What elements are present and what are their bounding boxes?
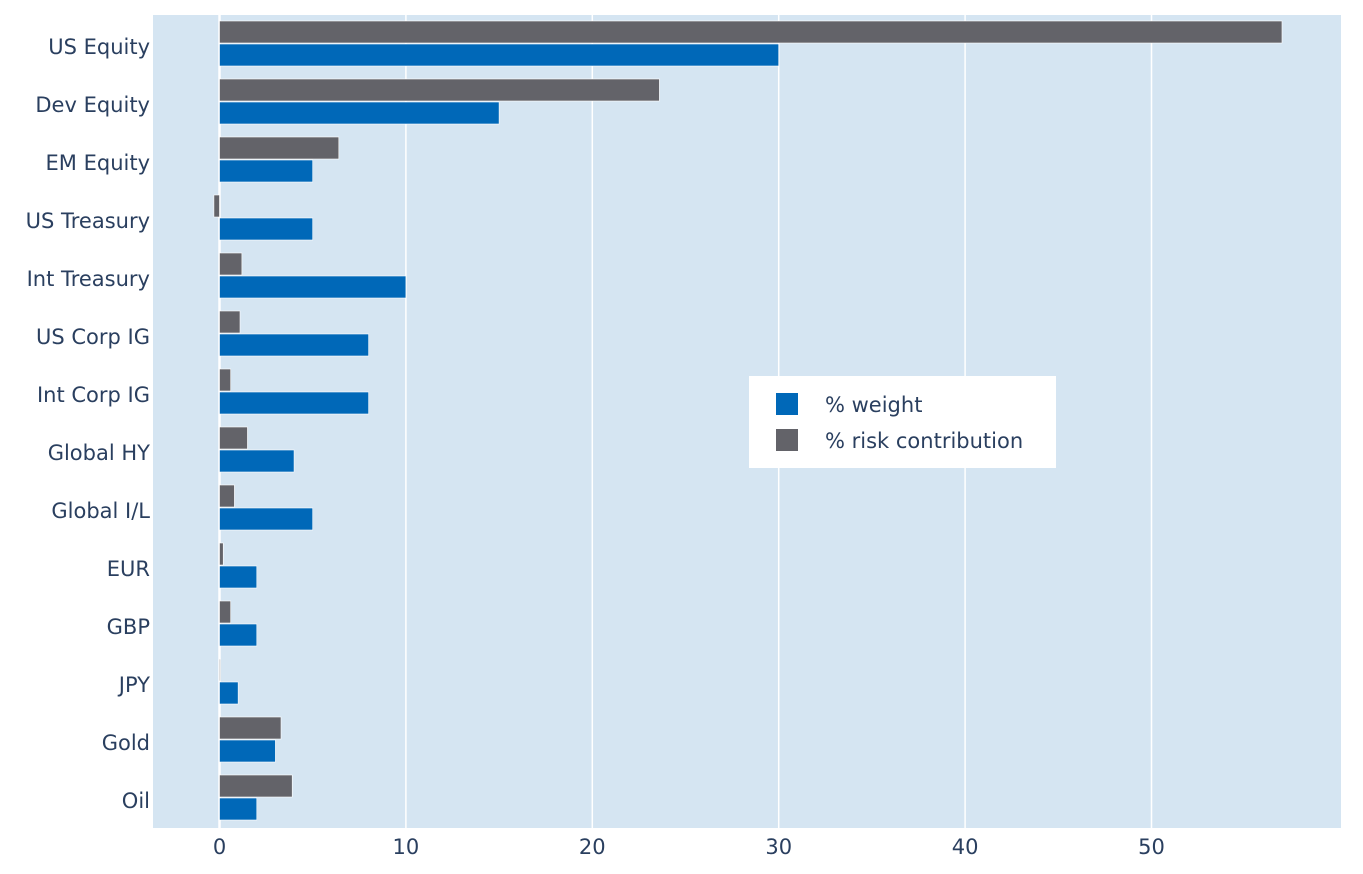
bars [213,20,1283,821]
bar-risk-contribution [219,20,1283,44]
y-tick-label: Oil [122,789,150,813]
bar-weight [219,565,258,589]
bar-weight [219,43,780,67]
bar-risk-contribution [219,484,235,508]
legend-label-risk: % risk contribution [825,429,1023,453]
bar-risk-contribution [219,774,293,798]
x-axis-tick-labels: 0 10 20 30 40 50 [213,835,1165,859]
y-tick-label: EM Equity [46,151,150,175]
x-tick-label: 0 [213,835,226,859]
x-tick-label: 30 [765,835,792,859]
y-tick-label: US Corp IG [36,325,150,349]
y-tick-label: Dev Equity [35,93,150,117]
plot-background [153,15,1341,828]
bar-risk-contribution [219,252,243,276]
bar-weight [219,217,313,241]
bar-weight [219,159,313,183]
bar-risk-contribution [219,368,231,392]
bar-weight [219,391,369,415]
y-tick-label: GBP [107,615,150,639]
legend: % weight % risk contribution [749,376,1056,468]
legend-swatch-weight [776,393,798,415]
bar-risk-contribution [219,136,340,160]
x-tick-label: 20 [579,835,606,859]
legend-swatch-risk [776,429,798,451]
y-tick-label: Global HY [48,441,150,465]
x-tick-label: 50 [1138,835,1165,859]
legend-box [749,376,1056,468]
y-tick-label: Gold [102,731,150,755]
y-tick-label: US Treasury [26,209,150,233]
y-axis-tick-labels: US Equity Dev Equity EM Equity US Treasury I… [26,35,151,813]
y-tick-label: Int Corp IG [37,383,150,407]
bar-risk-contribution [219,716,282,740]
bar-weight [219,507,313,531]
bar-risk-contribution [219,542,224,566]
bar-risk-contribution [219,310,241,334]
bar-weight [219,797,258,821]
legend-label-weight: % weight [825,393,922,417]
y-tick-label: Global I/L [51,499,150,523]
bar-risk-contribution [219,658,221,682]
bar-weight [219,623,258,647]
bar-risk-contribution [219,78,660,102]
y-tick-label: Int Treasury [27,267,150,291]
bar-weight [219,681,239,705]
x-tick-label: 10 [393,835,420,859]
y-tick-label: US Equity [48,35,150,59]
bar-weight [219,101,500,125]
bar-weight [219,449,295,473]
bar-weight [219,275,407,299]
x-tick-label: 40 [952,835,979,859]
bar-risk-contribution [219,600,231,624]
bar-risk-contribution [213,194,220,218]
bar-weight [219,739,276,763]
bar-risk-contribution [219,426,248,450]
bar-weight [219,333,369,357]
y-tick-label: JPY [117,673,150,697]
y-tick-label: EUR [107,557,150,581]
